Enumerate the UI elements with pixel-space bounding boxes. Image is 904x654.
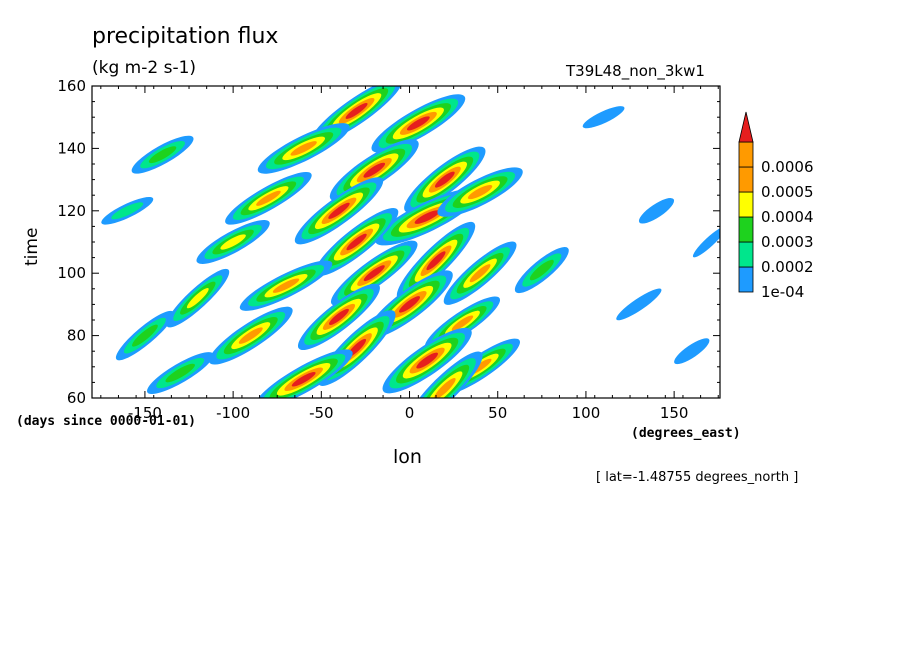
colorbar-segment [738, 141, 754, 168]
colorbar-label: 1e-04 [761, 283, 804, 301]
precip-contour [616, 288, 662, 321]
precip-contour [220, 234, 246, 250]
precip-cell [674, 338, 710, 365]
x-tick-label: -150 [128, 404, 162, 422]
x-tick-label: 100 [572, 404, 601, 422]
precip-contour [467, 185, 493, 200]
x-tick-label: -50 [309, 404, 334, 422]
x-tick-label: 50 [488, 404, 507, 422]
precip-cell [638, 198, 675, 224]
colorbar-segment [738, 266, 754, 293]
precip-contour [291, 372, 316, 387]
y-tick-label: 120 [57, 202, 86, 220]
precip-contour [272, 278, 300, 293]
precip-contour [290, 141, 317, 156]
precip-cell [115, 310, 174, 361]
precip-cell [396, 221, 476, 300]
precip-cell [239, 260, 333, 311]
precip-contour [434, 171, 455, 188]
precip-cell [404, 146, 486, 213]
chart-units: (kg m-2 s-1) [92, 58, 197, 78]
x-axis-units: (degrees_east) [631, 426, 741, 441]
precip-cell [257, 123, 350, 174]
precip-contour [416, 352, 438, 369]
precip-contour [165, 363, 195, 383]
precip-cell [147, 352, 214, 394]
precip-contour [692, 226, 720, 258]
precip-cell [692, 226, 720, 258]
precip-cell [443, 241, 517, 305]
colorbar-segment [738, 241, 754, 268]
precip-contour [363, 162, 386, 178]
precip-contour [186, 287, 209, 309]
x-axis-label: lon [393, 446, 422, 468]
y-tick-label: 60 [67, 389, 86, 407]
precip-cell [330, 240, 418, 306]
precip-cell [297, 283, 380, 351]
precip-contour [238, 327, 263, 344]
precip-contour [148, 146, 177, 164]
precip-cell [166, 268, 230, 328]
colorbar-label: 0.0005 [761, 183, 814, 201]
precip-contour [345, 103, 368, 119]
precip-contour [414, 210, 440, 224]
precip-field [101, 86, 720, 398]
slice-note: [ lat=-1.48755 degrees_north ] [596, 470, 799, 485]
x-tick-label: -100 [216, 404, 250, 422]
chart-title: precipitation flux [92, 24, 279, 49]
precip-contour [256, 190, 281, 206]
precip-cell [382, 327, 472, 394]
colorbar-segment [738, 191, 754, 218]
colorbar-label: 0.0006 [761, 158, 814, 176]
precip-contour [638, 198, 675, 224]
y-tick-label: 160 [57, 77, 86, 95]
precip-contour [363, 265, 385, 282]
precip-cell [131, 135, 194, 174]
x-tick-label: 150 [660, 404, 689, 422]
precip-cell [371, 94, 466, 153]
run-label: T39L48_non_3kw1 [566, 62, 705, 80]
colorbar-label: 0.0003 [761, 233, 814, 251]
precip-contour [132, 324, 158, 347]
precip-cell [225, 171, 312, 225]
precip-cell [582, 106, 625, 129]
precip-cell [616, 288, 662, 321]
precip-contour [469, 264, 491, 283]
axes: -150 -100 -50 0 50 100 150 60 80 100 120 140 160 [57, 77, 720, 422]
precip-contour [451, 315, 474, 331]
colorbar-segment [738, 166, 754, 193]
precip-contour [328, 202, 350, 219]
colorbar-label: 0.0004 [761, 208, 814, 226]
precip-contour [529, 259, 554, 281]
y-axis-units: (days since 0000-01-01) [16, 414, 197, 429]
precip-cell [329, 139, 419, 202]
precip-cell [196, 220, 270, 264]
precip-cell [101, 197, 154, 225]
colorbar-label: 0.0002 [761, 258, 814, 276]
precip-contour [406, 116, 430, 131]
precip-cell [254, 349, 353, 398]
precip-contour [329, 308, 349, 325]
precip-cell [514, 247, 569, 294]
colorbar-extend-triangle [738, 111, 754, 143]
precip-contour [426, 251, 446, 271]
precip-contour [111, 202, 144, 220]
colorbar: 1e-04 0.0002 0.0003 0.0004 0.0005 0.0006 [738, 111, 814, 301]
precip-contour [399, 296, 421, 313]
x-tick-label: 0 [405, 404, 415, 422]
precip-contour [674, 338, 710, 365]
y-tick-label: 100 [57, 264, 86, 282]
colorbar-segment [738, 216, 754, 243]
precip-contour [346, 233, 367, 251]
precip-cell [314, 208, 399, 276]
precip-cell [437, 167, 523, 217]
y-tick-label: 140 [57, 139, 86, 157]
precip-contour [582, 106, 625, 129]
y-tick-label: 80 [67, 327, 86, 345]
precip-cell [294, 177, 384, 245]
precip-cell [208, 306, 293, 365]
precip-contour [434, 378, 456, 398]
